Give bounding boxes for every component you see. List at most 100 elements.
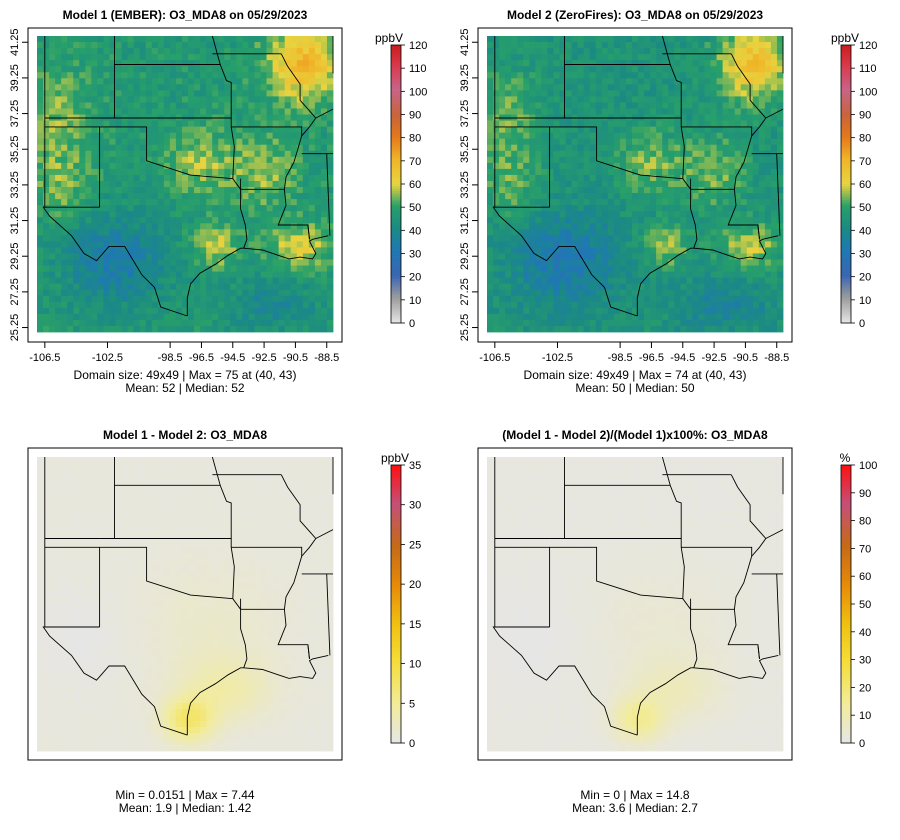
heatmap-cell: [499, 162, 506, 170]
heatmap-cell: [260, 168, 267, 176]
heatmap-cell: [601, 205, 609, 212]
heatmap-cell: [272, 235, 280, 242]
heatmap-cell: [710, 319, 717, 327]
heatmap-cell: [314, 36, 322, 43]
heatmap-cell: [589, 205, 597, 212]
heatmap-cell: [493, 48, 500, 55]
heatmap-cell: [710, 199, 717, 206]
heatmap-cell: [314, 193, 322, 200]
heatmap-cell: [266, 108, 273, 115]
heatmap-cell: [517, 102, 524, 109]
heatmap-cell: [61, 42, 68, 49]
heatmap-cell: [109, 120, 116, 128]
heatmap-cell: [559, 48, 566, 55]
heatmap-cell: [127, 174, 135, 182]
heatmap-cell: [613, 193, 621, 200]
heatmap-cell: [686, 96, 693, 103]
heatmap-cell: [776, 295, 784, 303]
heatmap-cell: [565, 247, 572, 254]
heatmap-cell: [224, 229, 231, 236]
heatmap-cell: [638, 132, 645, 140]
heatmap-cell: [145, 283, 153, 291]
heatmap-cell: [716, 126, 723, 134]
heatmap-cell: [55, 283, 62, 291]
heatmap-cell: [169, 217, 177, 224]
heatmap-cell: [692, 295, 699, 303]
heatmap-cell: [565, 36, 572, 43]
heatmap-cell: [740, 205, 748, 212]
heatmap-cell: [302, 72, 310, 79]
heatmap-cell: [547, 277, 554, 285]
heatmap-cell: [97, 54, 104, 61]
heatmap-cell: [194, 217, 201, 224]
heatmap-cell: [625, 229, 633, 236]
heatmap-cell: [206, 187, 213, 194]
heatmap-cell: [290, 253, 298, 260]
heatmap-cell: [290, 96, 298, 103]
heatmap-cell: [692, 277, 699, 285]
heatmap-cell: [716, 72, 723, 79]
heatmap-cell: [218, 96, 225, 103]
heatmap-cell: [776, 144, 784, 152]
heatmap-cell: [704, 301, 711, 309]
heatmap-cell: [734, 78, 742, 85]
heatmap-cell: [638, 283, 645, 291]
heatmap-cell: [157, 120, 165, 128]
heatmap-cell: [499, 78, 506, 85]
heatmap-cell: [139, 84, 147, 91]
heatmap-cell: [613, 132, 621, 140]
heatmap-cell: [668, 187, 675, 194]
heatmap-cell: [535, 325, 542, 333]
heatmap-cell: [698, 126, 705, 134]
heatmap-cell: [674, 132, 681, 140]
heatmap-cell: [206, 271, 213, 279]
heatmap-cell: [770, 313, 778, 321]
heatmap-cell: [260, 144, 267, 152]
heatmap-cell: [613, 36, 621, 43]
heatmap-cell: [511, 205, 518, 212]
heatmap-cell: [218, 162, 225, 170]
heatmap-cell: [571, 60, 579, 67]
heatmap-cell: [272, 174, 280, 182]
heatmap-cell: [218, 156, 225, 164]
heatmap-cell: [541, 102, 548, 109]
heatmap-cell: [248, 54, 255, 61]
heatmap-cell: [734, 42, 742, 49]
heatmap-cell: [212, 235, 219, 242]
colorbar-segment: [391, 246, 401, 250]
heatmap-cell: [326, 138, 334, 146]
heatmap-cell: [212, 247, 219, 254]
heatmap-cell: [103, 235, 110, 242]
heatmap-cell: [266, 235, 273, 242]
heatmap-cell: [553, 319, 560, 327]
heatmap-cell: [571, 144, 579, 152]
heatmap-cell: [169, 96, 177, 103]
heatmap-cell: [565, 229, 572, 236]
heatmap-cell: [254, 48, 261, 55]
heatmap-cell: [133, 150, 141, 158]
heatmap-cell: [710, 307, 717, 315]
heatmap-cell: [619, 78, 627, 85]
heatmap-cell: [181, 241, 189, 248]
heatmap-cell: [650, 211, 657, 218]
heatmap-cell: [595, 144, 603, 152]
heatmap-cell: [764, 114, 772, 121]
heatmap-cell: [487, 36, 494, 43]
heatmap-cell: [734, 301, 742, 309]
colorbar-segment: [391, 251, 401, 254]
heatmap-cell: [91, 247, 98, 254]
heatmap-cell: [644, 120, 651, 128]
heatmap-cell: [758, 36, 766, 43]
heatmap-cell: [266, 271, 273, 279]
heatmap-cell: [710, 277, 717, 285]
colorbar-segment: [391, 156, 401, 160]
heatmap-cell: [290, 168, 298, 176]
heatmap-cell: [115, 271, 122, 279]
heatmap-cell: [302, 132, 310, 140]
heatmap-cell: [541, 174, 548, 182]
heatmap-cell: [278, 84, 286, 91]
heatmap-cell: [764, 138, 772, 146]
heatmap-cell: [746, 42, 754, 49]
heatmap-cell: [565, 271, 572, 279]
heatmap-cell: [493, 108, 500, 115]
